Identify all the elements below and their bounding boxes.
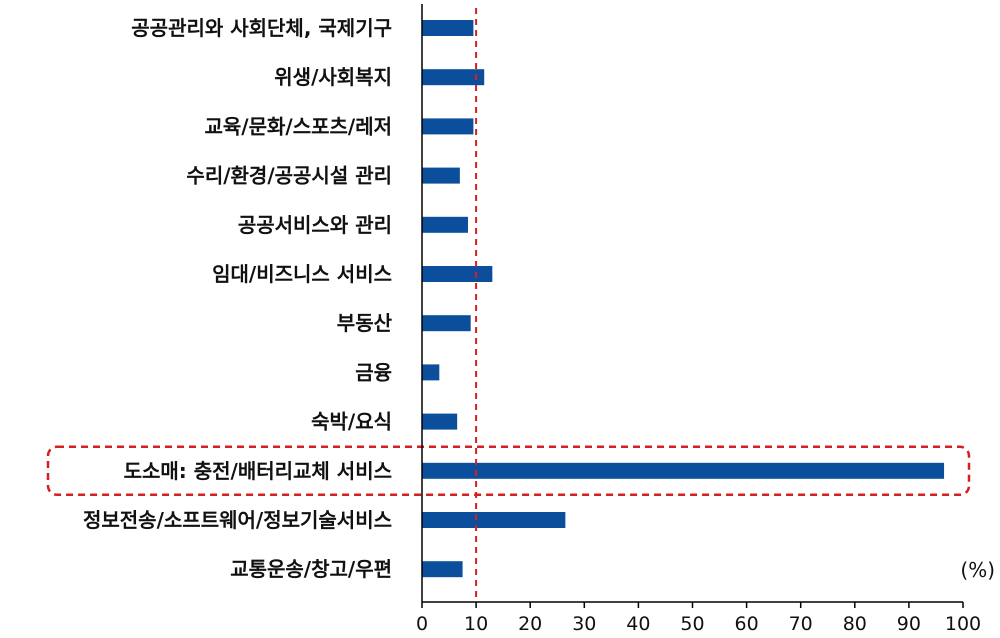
bar — [422, 512, 566, 528]
bar — [422, 118, 474, 135]
x-tick-label: 30 — [572, 613, 596, 635]
bar — [422, 315, 471, 332]
category-label: 공공관리와 사회단체, 국제기구 — [131, 16, 392, 40]
x-tick-label: 50 — [680, 613, 704, 635]
category-label: 부동산 — [337, 311, 393, 335]
bar — [422, 413, 458, 430]
x-tick-label: 0 — [416, 613, 428, 635]
category-label: 정보전송/소프트웨어/정보기술서비스 — [83, 508, 392, 532]
bar — [422, 462, 945, 479]
x-tick-label: 10 — [464, 613, 488, 635]
bar — [422, 561, 463, 578]
category-label: 숙박/요식 — [311, 410, 392, 434]
category-label: 교육/문화/스포츠/레저 — [204, 114, 392, 138]
x-tick-label: 60 — [735, 613, 759, 635]
category-label: 금융 — [355, 360, 392, 384]
x-tick-label: 20 — [518, 613, 542, 635]
bar — [422, 69, 485, 86]
x-tick-label: 70 — [789, 613, 813, 635]
category-label: 임대/비즈니스 서비스 — [212, 262, 392, 286]
category-label: 수리/환경/공공시설 관리 — [186, 164, 392, 188]
category-label: 교통운송/창고/우편 — [230, 557, 392, 581]
bar — [422, 364, 440, 381]
x-tick-label: 100 — [945, 613, 981, 635]
unit-label: (%) — [960, 558, 995, 582]
category-label: 도소매: 충전/배터리교체 서비스 — [124, 459, 392, 483]
bar — [422, 167, 460, 184]
bar — [422, 20, 474, 36]
x-tick-label: 40 — [626, 613, 650, 635]
category-label: 위생/사회복지 — [274, 65, 392, 89]
bar — [422, 216, 468, 233]
category-label: 공공서비스와 관리 — [238, 213, 392, 237]
bar — [422, 266, 493, 282]
x-tick-label: 80 — [843, 613, 867, 635]
x-tick-label: 90 — [897, 613, 921, 635]
